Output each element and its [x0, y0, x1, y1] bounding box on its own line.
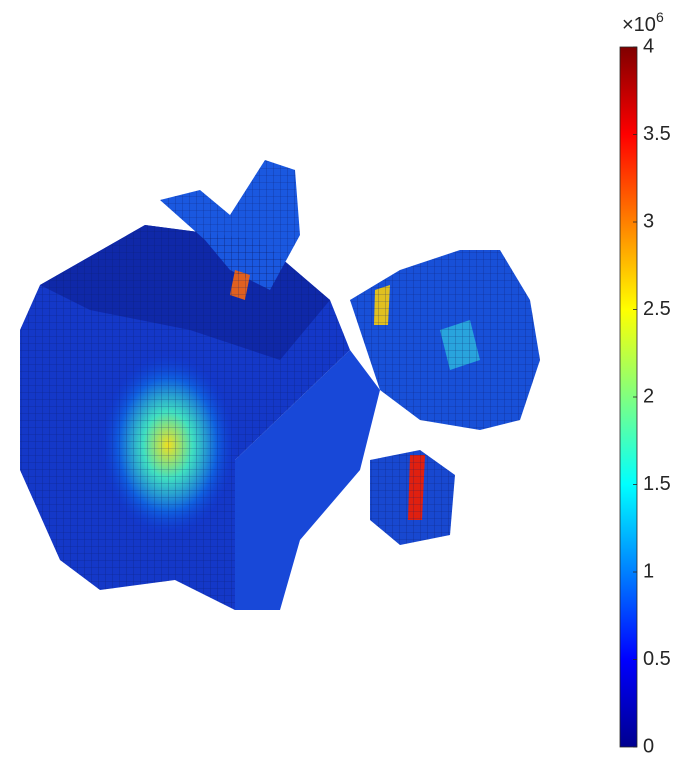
- colorbar-tick-label: 2: [643, 385, 654, 407]
- voxel-volume: [20, 160, 540, 610]
- multiplier-exponent: 6: [656, 9, 664, 25]
- colorbar-tick-label: 0.5: [643, 648, 671, 670]
- colorbar-tick-label: 1.5: [643, 473, 671, 495]
- colorbar-tick-label: 2.5: [643, 298, 671, 320]
- colorbar-tick-label: 3: [643, 210, 654, 232]
- colorbar-multiplier: ×106: [622, 9, 664, 37]
- colorbar-tick-label: 0: [643, 735, 654, 757]
- colorbar-tick-label: 4: [643, 35, 654, 57]
- colorbar-tick-label: 1: [643, 560, 654, 582]
- colorbar-tick-label: 3.5: [643, 123, 671, 145]
- multiplier-base: ×10: [622, 14, 656, 36]
